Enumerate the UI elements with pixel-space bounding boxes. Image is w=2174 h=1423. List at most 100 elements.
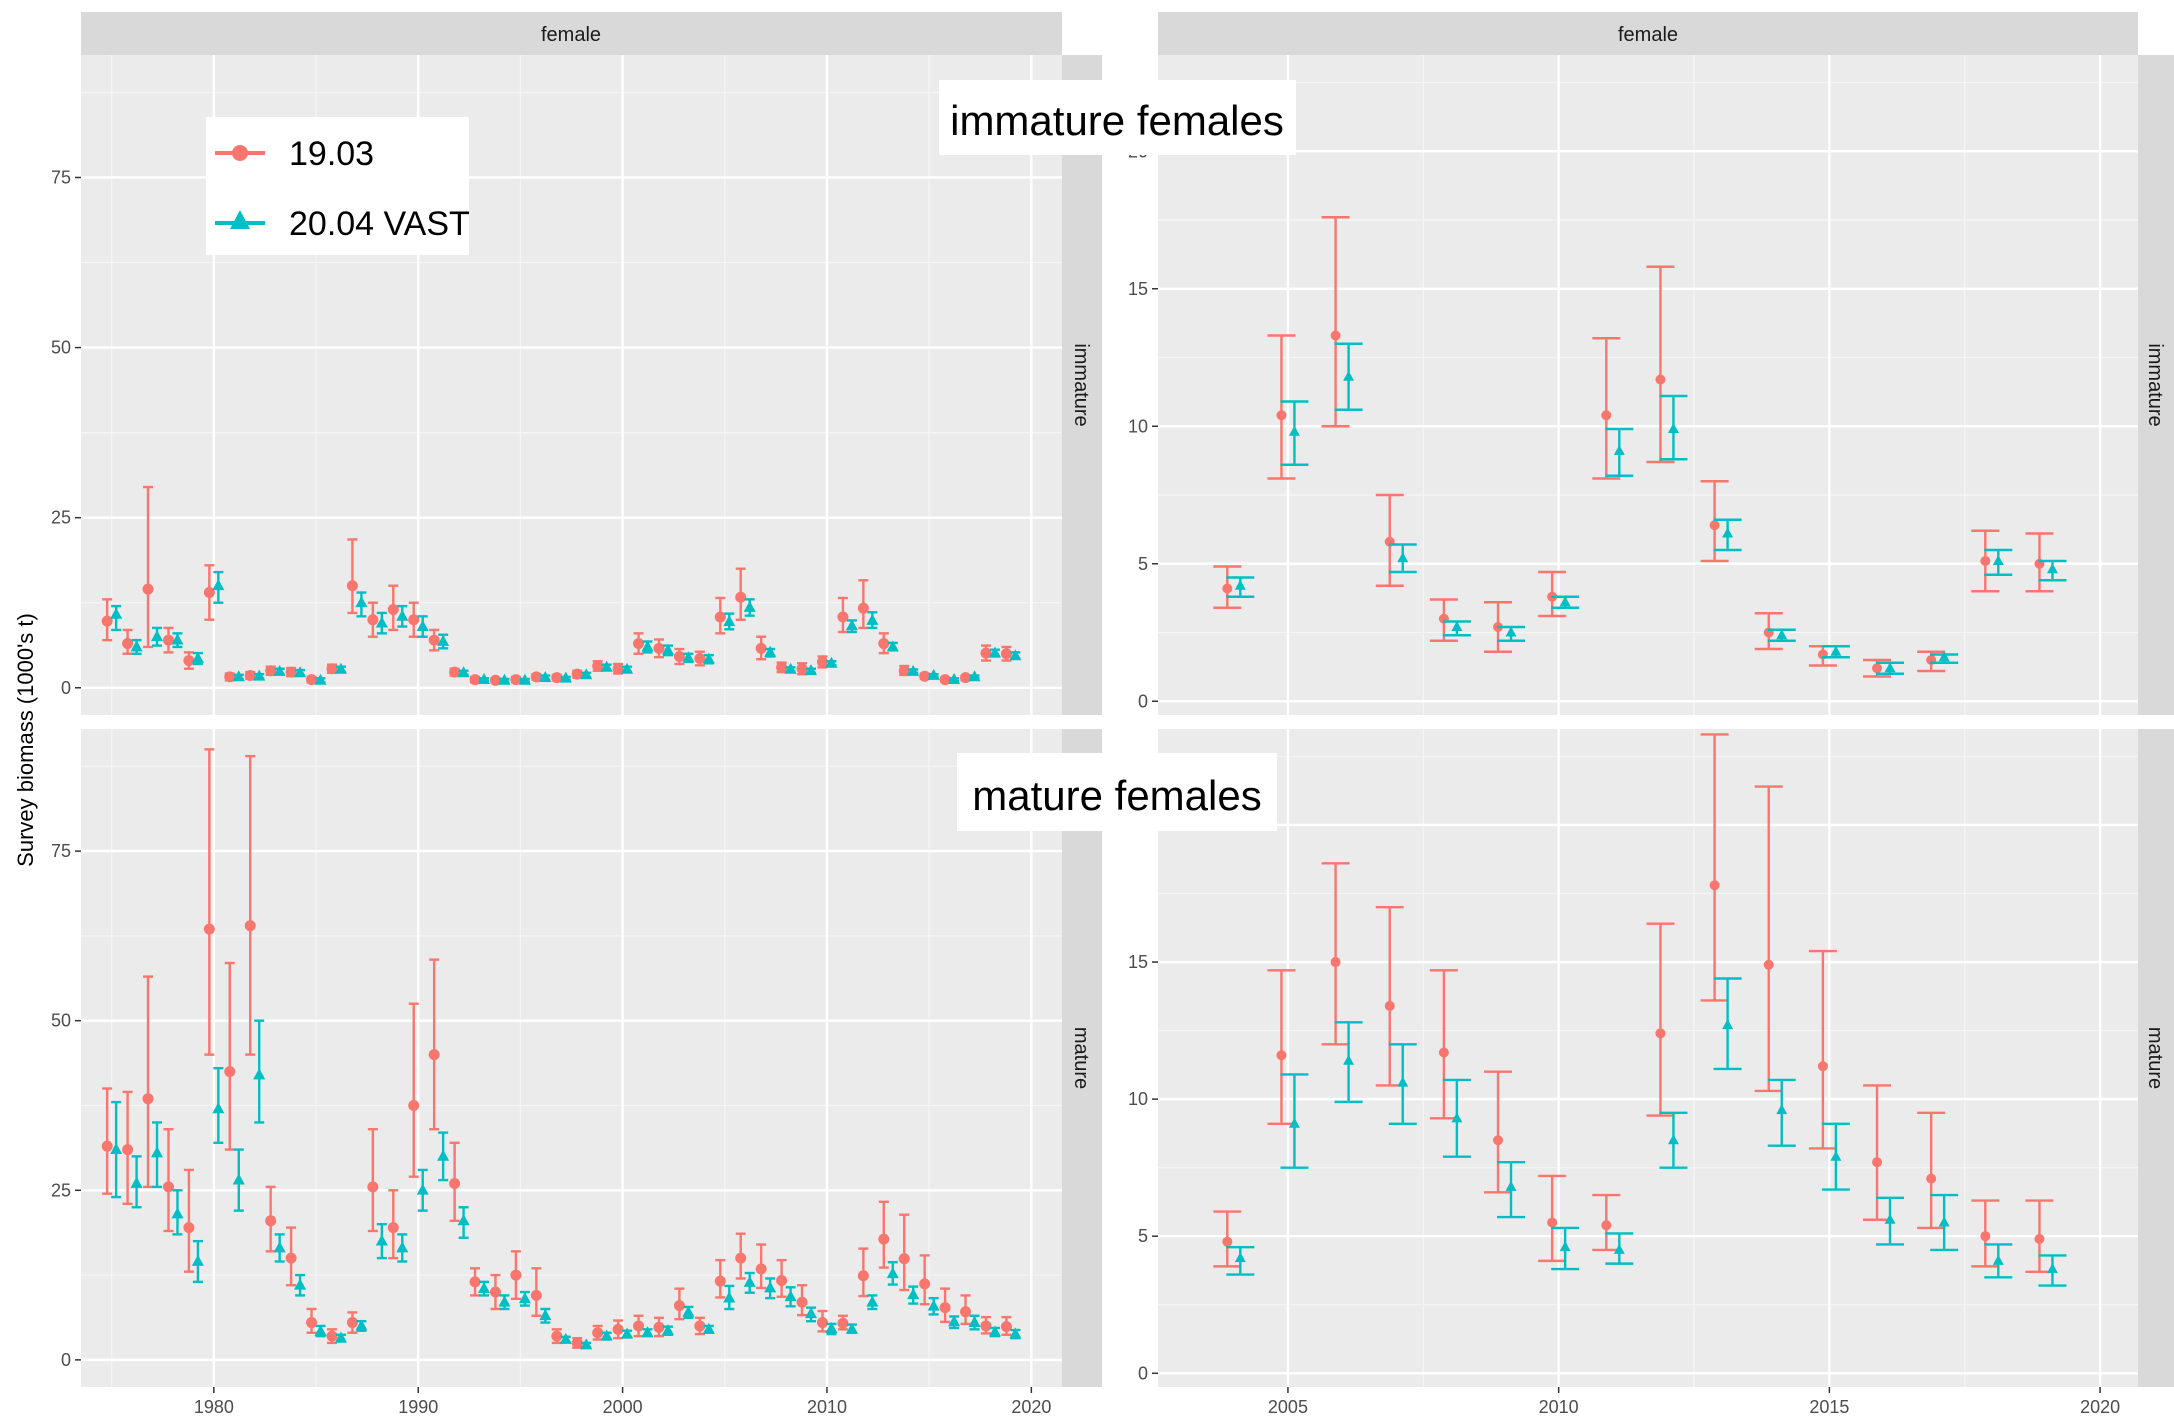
point-19-03 (510, 1269, 522, 1281)
point-20-04-vast (1343, 1054, 1355, 1065)
point-20-04-vast (1559, 1241, 1571, 1252)
point-20-04-vast (948, 1315, 961, 1327)
point-20-04-vast (273, 1241, 286, 1253)
point-20-04-vast (682, 1305, 695, 1317)
point-20-04-vast (764, 1281, 777, 1293)
point-20-04-vast (1009, 649, 1022, 661)
point-19-03 (980, 1320, 992, 1332)
point-19-03 (592, 1327, 604, 1339)
point-20-04-vast (1397, 1076, 1409, 1087)
point-19-03 (142, 583, 154, 595)
point-20-04-vast (1288, 1117, 1300, 1128)
point-20-04-vast (416, 619, 429, 631)
point-19-03 (530, 1289, 542, 1301)
point-19-03 (183, 655, 195, 667)
point-19-03 (551, 1330, 563, 1342)
point-20-04-vast (845, 619, 858, 631)
y-tick-label: 50 (51, 1011, 71, 1031)
point-20-04-vast (130, 1176, 143, 1188)
y-tick-label: 10 (1128, 1089, 1148, 1109)
strip-top-right (1158, 12, 2138, 55)
point-19-03 (960, 1306, 972, 1318)
point-19-03 (1438, 1047, 1449, 1058)
point-20-04-vast (1667, 1134, 1679, 1145)
point-19-03 (633, 638, 645, 650)
annotation-immature-text: immature females (950, 97, 1284, 144)
point-20-04-vast (559, 671, 572, 683)
point-20-04-vast (702, 1322, 715, 1334)
point-19-03 (2034, 1233, 2045, 1244)
point-20-04-vast (375, 616, 388, 628)
point-19-03 (673, 650, 685, 662)
point-19-03 (1763, 959, 1774, 970)
point-19-03 (510, 674, 522, 686)
point-20-04-vast (1451, 621, 1463, 631)
point-19-03 (387, 1222, 399, 1234)
point-20-04-vast (437, 1149, 450, 1161)
point-19-03 (898, 1253, 910, 1265)
point-20-04-vast (1830, 645, 1842, 656)
point-20-04-vast (743, 600, 756, 612)
point-20-04-vast (457, 1214, 470, 1226)
point-19-03 (796, 663, 808, 675)
x-tick-label: 2000 (603, 1397, 643, 1417)
point-19-03 (612, 1323, 624, 1335)
point-20-04-vast (437, 634, 450, 646)
point-20-04-vast (1234, 579, 1246, 590)
point-19-03 (326, 1330, 338, 1342)
point-19-03 (857, 1270, 869, 1282)
point-20-04-vast (1234, 1252, 1246, 1263)
point-20-04-vast (641, 1326, 654, 1338)
point-19-03 (449, 666, 461, 678)
point-19-03 (265, 1215, 277, 1227)
point-19-03 (551, 672, 563, 684)
point-19-03 (224, 671, 236, 683)
y-tick-label: 0 (1138, 691, 1148, 711)
point-19-03 (530, 671, 542, 683)
point-19-03 (1276, 1050, 1287, 1061)
point-20-04-vast (1559, 596, 1571, 607)
point-19-03 (285, 666, 297, 678)
point-20-04-vast (866, 613, 879, 625)
point-19-03 (489, 674, 501, 686)
point-19-03 (306, 674, 318, 686)
point-19-03 (346, 580, 358, 592)
point-20-04-vast (110, 1142, 123, 1154)
point-19-03 (428, 634, 440, 646)
point-20-04-vast (130, 640, 143, 652)
point-19-03 (919, 1278, 931, 1290)
point-19-03 (653, 1321, 665, 1333)
point-19-03 (1817, 1061, 1828, 1072)
point-19-03 (1547, 1217, 1558, 1228)
y-tick-label: 0 (61, 678, 71, 698)
point-20-04-vast (682, 651, 695, 663)
point-19-03 (142, 1093, 154, 1105)
legend: 19.03 20.04 VAST (206, 117, 470, 255)
point-19-03 (1709, 880, 1720, 891)
point-19-03 (203, 587, 215, 599)
point-19-03 (898, 665, 910, 677)
point-19-03 (1926, 1173, 1937, 1184)
point-20-04-vast (600, 660, 613, 672)
point-20-04-vast (661, 1324, 675, 1336)
point-20-04-vast (1884, 662, 1896, 673)
point-19-03 (162, 1181, 174, 1193)
x-tick-label: 2005 (1268, 1397, 1308, 1417)
point-19-03 (203, 923, 215, 935)
point-19-03 (1872, 1157, 1883, 1168)
point-20-04-vast (580, 668, 593, 680)
point-19-03 (1709, 520, 1720, 531)
annotation-mature-box (957, 753, 1277, 831)
x-tick-label: 1980 (194, 1397, 234, 1417)
y-tick-label: 75 (51, 167, 71, 187)
panel-left-mature (81, 729, 1062, 1387)
y-tick-label: 0 (61, 1350, 71, 1370)
point-19-03 (1222, 583, 1233, 594)
point-19-03 (857, 602, 869, 614)
x-tick-label: 2010 (807, 1397, 847, 1417)
point-19-03 (1276, 410, 1287, 421)
point-20-04-vast (927, 668, 940, 680)
point-20-04-vast (273, 664, 286, 676)
y-tick-label: 75 (51, 841, 71, 861)
point-19-03 (1384, 1000, 1395, 1011)
